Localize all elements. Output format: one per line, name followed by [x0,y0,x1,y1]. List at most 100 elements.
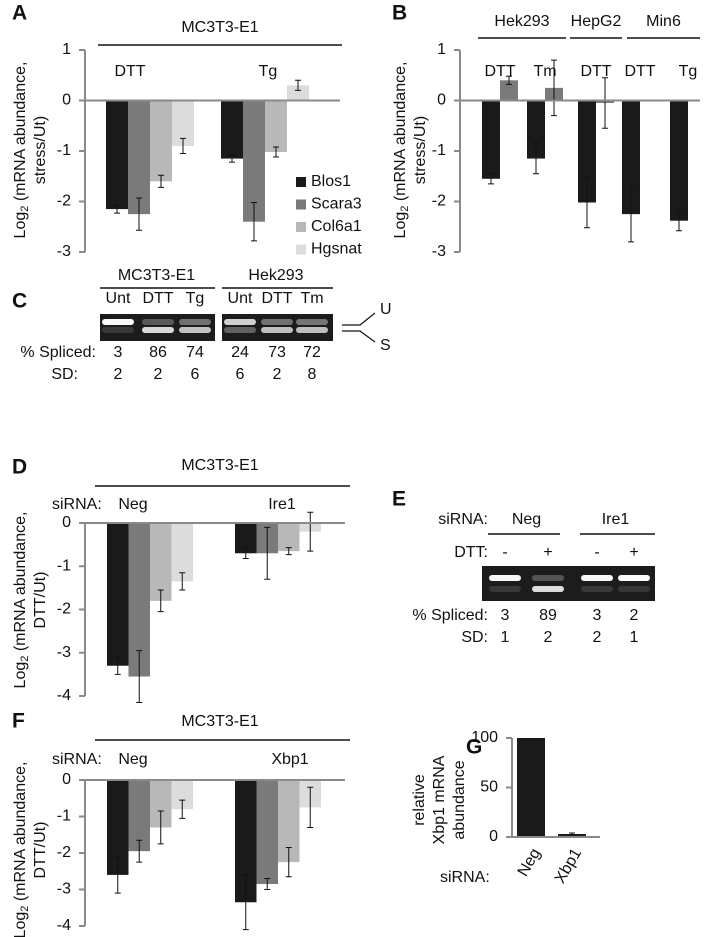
lane-label: + [629,544,638,561]
error-bar [114,656,121,675]
band-spliced [261,327,293,333]
lane-label: Tm [300,290,323,307]
y-tick-label: -1 [57,142,71,159]
panel-letter: C [12,290,27,313]
band-spliced [296,327,328,333]
legend-label: Scara3 [311,196,362,213]
error-bar [179,572,186,591]
y-tick-label: -1 [432,142,446,159]
band-unspliced [179,319,211,325]
bar [150,100,172,182]
header: MC3T3-E1 [181,713,258,730]
lane-label: + [543,544,552,561]
y-axis-label: abundance [451,760,468,839]
legend-label: Col6a1 [311,218,362,235]
x-tick-label: DTT [484,63,515,80]
row-label: % Spliced: [412,607,488,624]
band-spliced [489,586,521,592]
error-bar [676,210,682,232]
lane-label: Unt [228,290,253,307]
y-axis-label: DTT/Ut) [32,572,49,629]
bar [527,100,545,159]
band-unspliced [296,319,328,325]
sd-value: 1 [630,629,639,646]
error-bar [157,589,164,613]
category-axis-label: siRNA: [52,496,102,513]
spliced-value: 74 [186,344,204,361]
band-label: S [380,337,391,354]
bar [128,780,150,852]
y-tick-label: -4 [57,917,71,934]
legend-label: Blos1 [311,173,351,190]
bar [670,100,688,221]
legend-label: Hgsnat [311,241,362,258]
row-label: % Spliced: [20,344,96,361]
category-axis-label: siRNA: [52,751,102,768]
error-bar [158,174,164,188]
y-axis-label: relative [411,774,428,826]
legend-swatch [296,177,306,187]
y-label-part: (mRNA abundance, [392,62,409,206]
legend-swatch [296,199,306,210]
legend-swatch [296,222,306,232]
error-bar [295,79,301,91]
panel-letter: E [392,488,406,511]
group-label: Min6 [646,13,681,30]
y-axis-label: stress/Ut) [412,116,429,184]
y-tick-label: -3 [57,881,71,898]
spliced-value: 24 [231,344,249,361]
spliced-value: 86 [149,344,167,361]
error-bar [533,142,539,175]
bar [278,523,300,552]
sd-value: 1 [501,629,510,646]
y-tick-label: 0 [489,828,498,845]
error-bar [584,176,590,229]
y-tick-label: -2 [57,601,71,618]
lane-label: - [502,544,507,561]
bar [256,780,278,885]
y-label-part: Log [12,662,29,689]
error-bar [179,799,186,819]
bar [107,780,129,875]
error-bar [251,202,257,242]
error-bar [285,847,292,878]
y-label-part: Log [12,912,29,937]
band-unspliced [224,319,256,325]
y-axis-label: Log2 (mRNA abundance, [12,62,31,239]
gel-image [482,566,655,601]
group-label: Hek293 [248,267,303,284]
bar [235,780,257,903]
spliced-value: 2 [630,607,639,624]
y-tick-label: -3 [57,243,71,260]
x-tick-label: DTT [580,63,611,80]
bar [482,100,500,179]
error-bar [307,786,314,828]
band-unspliced [532,575,564,581]
error-bar [273,146,279,158]
error-bar [229,154,235,163]
bar [128,523,150,677]
y-axis-label: Log2 (mRNA abundance, [12,512,31,689]
y-label-subscript: 2 [19,656,31,662]
y-tick-label: 50 [480,779,498,796]
sd-value: 6 [191,366,200,383]
error-bar [136,839,143,863]
group-label: Ire1 [602,511,630,528]
bar [150,780,172,828]
y-label-part: (mRNA abundance, [12,512,29,656]
error-bar [242,874,249,931]
error-bar [136,650,143,703]
error-bar [264,526,271,580]
y-tick-label: 0 [62,92,71,109]
y-label-part: Log [392,212,409,239]
y-tick-label: 0 [62,771,71,788]
y-tick-label: -2 [57,193,71,210]
bar [107,523,129,666]
y-axis-label: Log2 (mRNA abundance, [12,762,31,937]
legend-swatch [296,244,306,255]
band-unspliced [618,575,650,581]
error-bar [602,77,608,129]
header: MC3T3-E1 [181,457,258,474]
error-bar [114,856,121,894]
